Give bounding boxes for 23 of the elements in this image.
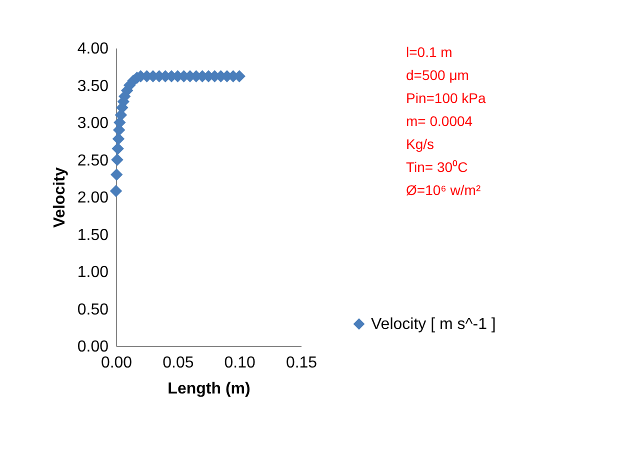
y-tick-label: 0.00 xyxy=(77,338,109,356)
text: Pin=100 kPa xyxy=(406,90,486,106)
x-axis-title: Length (m) xyxy=(168,380,250,398)
text: Kg/s xyxy=(406,136,434,152)
legend-label: Velocity [ m s^-1 ] xyxy=(371,316,496,333)
text: d=500 μm xyxy=(406,67,469,83)
text: m= 0.0004 xyxy=(406,113,473,129)
text: l=0.1 m xyxy=(406,44,452,60)
y-tick-label: 1.00 xyxy=(77,264,109,281)
y-tick-label: 4.00 xyxy=(77,40,109,58)
x-tick-label: 0.05 xyxy=(162,354,194,372)
text: Tin= 30⁰C xyxy=(406,159,468,175)
text: Ø=10⁶ w/m² xyxy=(406,182,481,198)
y-tick-label: 1.50 xyxy=(77,226,109,244)
x-tick-label: 0.15 xyxy=(286,354,318,372)
y-tick-label: 0.50 xyxy=(77,301,109,318)
y-tick-label: 3.00 xyxy=(77,115,109,132)
y-tick-label: 3.50 xyxy=(77,78,109,95)
y-tick-label: 2.00 xyxy=(77,190,109,206)
x-tick-label: 0.00 xyxy=(100,354,132,372)
y-tick-label: 2.50 xyxy=(77,152,109,170)
y-axis-title: Velocity xyxy=(51,167,68,228)
x-tick-label: 0.10 xyxy=(224,354,256,372)
